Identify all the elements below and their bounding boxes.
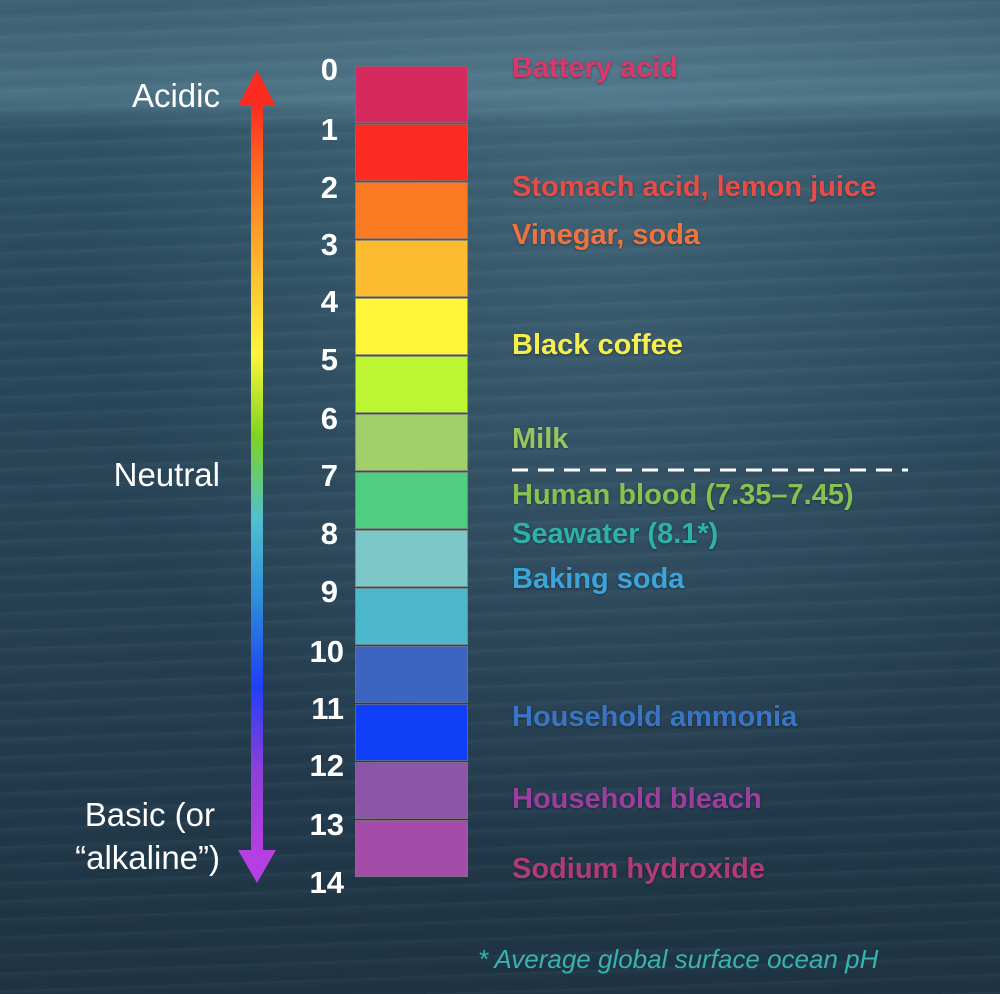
ph-segment-11-12 (355, 704, 468, 761)
substance-human-blood: Human blood (7.35–7.45) (512, 479, 854, 511)
ph-number-2: 2 (320, 170, 338, 205)
ph-segment-3-4 (355, 240, 468, 297)
ph-segment-4-5 (355, 298, 468, 355)
ph-number-5: 5 (320, 342, 338, 377)
substance-milk: Milk (512, 423, 569, 455)
substance-seawater: Seawater (8.1*) (512, 518, 719, 550)
substance-household-ammonia: Household ammonia (512, 701, 798, 733)
ph-segment-2-3 (355, 182, 468, 239)
acid-base-arrow (238, 70, 276, 883)
ph-number-4: 4 (320, 284, 338, 319)
ph-number-11: 11 (311, 691, 344, 726)
ph-number-8: 8 (320, 516, 338, 551)
ph-segment-12-13 (355, 762, 468, 819)
substance-household-bleach: Household bleach (512, 783, 762, 815)
substance-sodium-hydroxide: Sodium hydroxide (512, 853, 765, 885)
ph-number-7: 7 (320, 458, 338, 493)
ph-number-0: 0 (320, 52, 338, 87)
basic-label-line2: “alkaline”) (75, 839, 220, 876)
ph-number-9: 9 (320, 574, 338, 609)
substance-black-coffee: Black coffee (512, 329, 683, 361)
acidic-label: Acidic (131, 77, 220, 114)
arrow-up-head (238, 70, 276, 106)
ph-number-10: 10 (309, 634, 344, 669)
ph-number-12: 12 (309, 748, 344, 783)
arrow-shaft (251, 104, 263, 852)
ph-number-3: 3 (320, 227, 338, 262)
footnote: * Average global surface ocean pH (478, 944, 879, 974)
ph-segment-8-9 (355, 530, 468, 587)
ph-number-6: 6 (320, 401, 338, 436)
substance-vinegar-soda: Vinegar, soda (512, 219, 701, 251)
ph-number-1: 1 (320, 112, 338, 147)
substance-stomach-acid: Stomach acid, lemon juice (512, 171, 877, 203)
ph-segment-9-10 (355, 588, 468, 645)
basic-label-line1: Basic (or (84, 796, 215, 833)
ph-segment-13-14 (355, 820, 468, 877)
neutral-dashed-line (512, 468, 908, 472)
ph-segment-5-6 (355, 356, 468, 413)
ph-number-14: 14 (309, 865, 344, 900)
ph-segment-10-11 (355, 646, 468, 703)
neutral-label: Neutral (113, 456, 220, 493)
substance-battery-acid: Battery acid (512, 52, 679, 84)
ph-segment-6-7 (355, 414, 468, 471)
ph-segment-0-1 (355, 66, 468, 123)
substance-baking-soda: Baking soda (512, 563, 685, 595)
ph-segment-7-8 (355, 472, 468, 529)
ph-segment-1-2 (355, 124, 468, 181)
ph-number-13: 13 (309, 807, 344, 842)
arrow-down-head (238, 850, 276, 883)
